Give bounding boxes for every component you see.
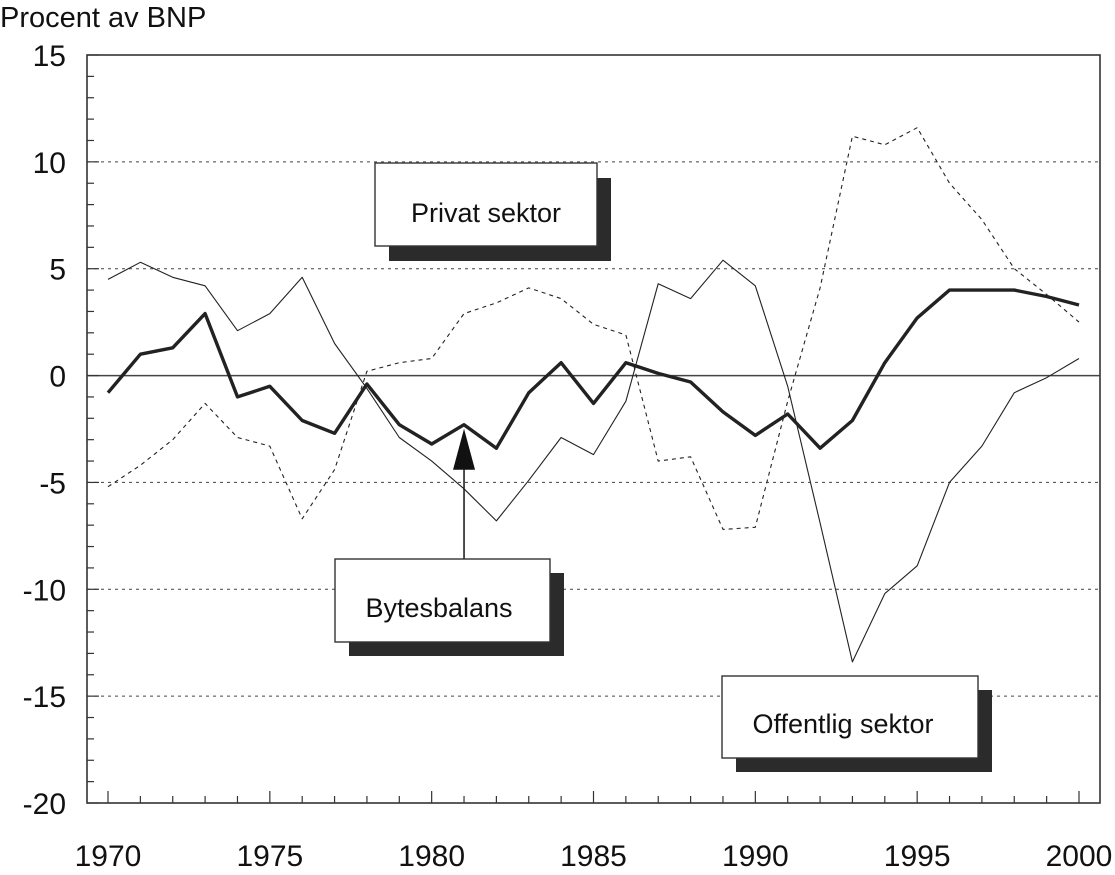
- label-box-frame: [334, 558, 551, 643]
- y-axis-title: Procent av BNP: [0, 2, 206, 34]
- y-tick-label: -20: [23, 788, 66, 821]
- grid-lines: [87, 161, 1100, 697]
- label-box-privat-sektor: Privat sektor: [374, 162, 611, 261]
- y-tick-label: 0: [49, 361, 66, 394]
- label-box-frame: [721, 675, 979, 759]
- x-tick-label: 1995: [884, 840, 951, 873]
- x-tick-label: 2000: [1046, 840, 1113, 873]
- y-tick-label: 10: [33, 147, 66, 180]
- series-line-offentlig-sektor: [107, 259, 1080, 663]
- y-tick-label: 5: [49, 254, 66, 287]
- arrow-head: [453, 428, 476, 470]
- y-tick-label: -5: [39, 467, 66, 500]
- y-tick-label: -15: [23, 681, 66, 714]
- x-tick-label: 1985: [560, 840, 627, 873]
- y-tick-label: -10: [23, 574, 66, 607]
- label-privat-sektor: Privat sektor: [411, 198, 561, 228]
- series-line-bytesbalans: [106, 288, 1080, 450]
- label-offentlig-sektor: Offentlig sektor: [752, 709, 933, 739]
- label-box-bytesbalans: Bytesbalans: [334, 428, 564, 656]
- x-tick-label: 1975: [236, 840, 303, 873]
- label-box-frame: [374, 162, 598, 247]
- label-box-offentlig-sektor: Offentlig sektor: [721, 675, 992, 772]
- series-line-privat-sektor: [107, 127, 1080, 530]
- x-tick-label: 1970: [75, 840, 142, 873]
- label-bytesbalans: Bytesbalans: [365, 593, 512, 623]
- series-lines: [106, 127, 1080, 663]
- x-tick-label: 1980: [398, 840, 465, 873]
- x-tick-label: 1990: [722, 840, 789, 873]
- y-tick-label: 15: [33, 40, 66, 73]
- axis-ticks: 15 10 5 0 -5 -10 -15 -20 1970 1975 1980 1985 1990 199…: [23, 40, 1113, 873]
